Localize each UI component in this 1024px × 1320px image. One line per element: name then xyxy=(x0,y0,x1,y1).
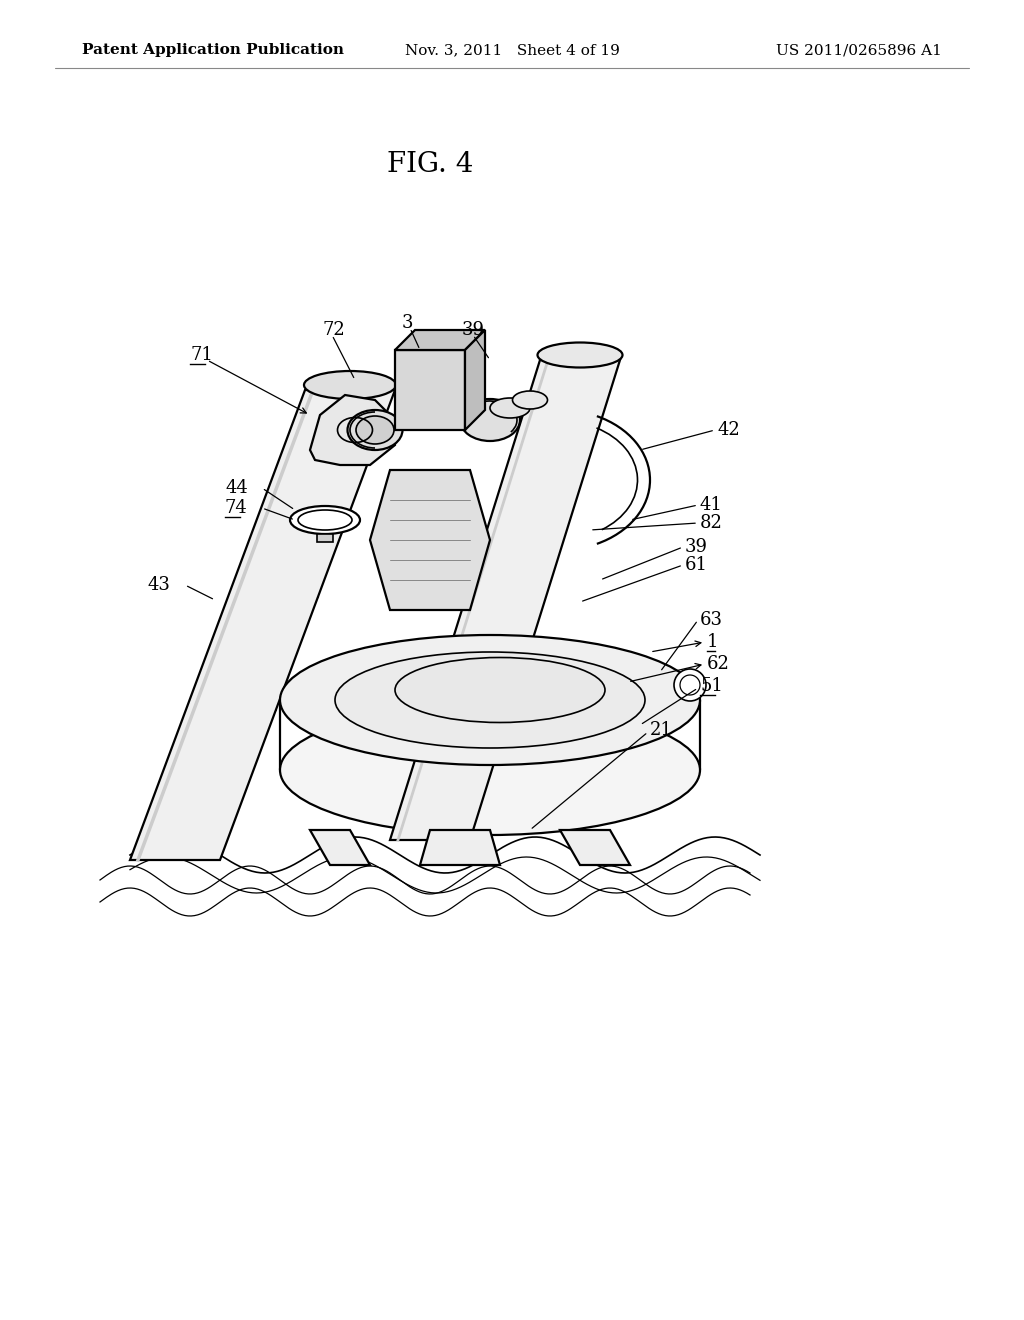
Polygon shape xyxy=(310,830,370,865)
Ellipse shape xyxy=(490,399,530,418)
Polygon shape xyxy=(310,395,395,465)
Text: 42: 42 xyxy=(718,421,740,440)
Text: US 2011/0265896 A1: US 2011/0265896 A1 xyxy=(776,44,942,57)
Polygon shape xyxy=(390,360,620,840)
Ellipse shape xyxy=(356,416,394,444)
Text: 72: 72 xyxy=(322,321,345,339)
Text: Nov. 3, 2011   Sheet 4 of 19: Nov. 3, 2011 Sheet 4 of 19 xyxy=(404,44,620,57)
Polygon shape xyxy=(370,470,490,610)
Text: 71: 71 xyxy=(190,346,213,364)
Text: FIG. 4: FIG. 4 xyxy=(387,152,473,178)
Text: 63: 63 xyxy=(700,611,723,630)
Ellipse shape xyxy=(395,657,605,722)
Ellipse shape xyxy=(538,342,623,367)
Polygon shape xyxy=(130,389,395,861)
Text: 62: 62 xyxy=(707,655,730,673)
Ellipse shape xyxy=(280,635,700,766)
Polygon shape xyxy=(317,535,333,543)
Text: 21: 21 xyxy=(650,721,673,739)
Text: 44: 44 xyxy=(225,479,248,498)
Ellipse shape xyxy=(512,391,548,409)
Ellipse shape xyxy=(304,371,396,399)
Text: 1: 1 xyxy=(707,634,719,651)
Polygon shape xyxy=(420,830,500,865)
Ellipse shape xyxy=(335,652,645,748)
Polygon shape xyxy=(560,830,630,865)
Ellipse shape xyxy=(674,669,706,701)
Text: 41: 41 xyxy=(700,496,723,513)
Polygon shape xyxy=(395,350,465,430)
Ellipse shape xyxy=(460,399,520,441)
Text: Patent Application Publication: Patent Application Publication xyxy=(82,44,344,57)
Polygon shape xyxy=(465,330,485,430)
Ellipse shape xyxy=(347,411,402,450)
Text: 74: 74 xyxy=(225,499,248,517)
Ellipse shape xyxy=(298,510,352,531)
Text: 43: 43 xyxy=(148,576,171,594)
Ellipse shape xyxy=(280,705,700,836)
Polygon shape xyxy=(395,330,485,350)
Text: 51: 51 xyxy=(700,677,723,696)
Text: 61: 61 xyxy=(685,556,708,574)
Text: 82: 82 xyxy=(700,513,723,532)
Ellipse shape xyxy=(290,506,360,535)
Text: 3: 3 xyxy=(402,314,414,333)
Text: 39: 39 xyxy=(685,539,708,556)
Text: 39: 39 xyxy=(462,321,485,339)
